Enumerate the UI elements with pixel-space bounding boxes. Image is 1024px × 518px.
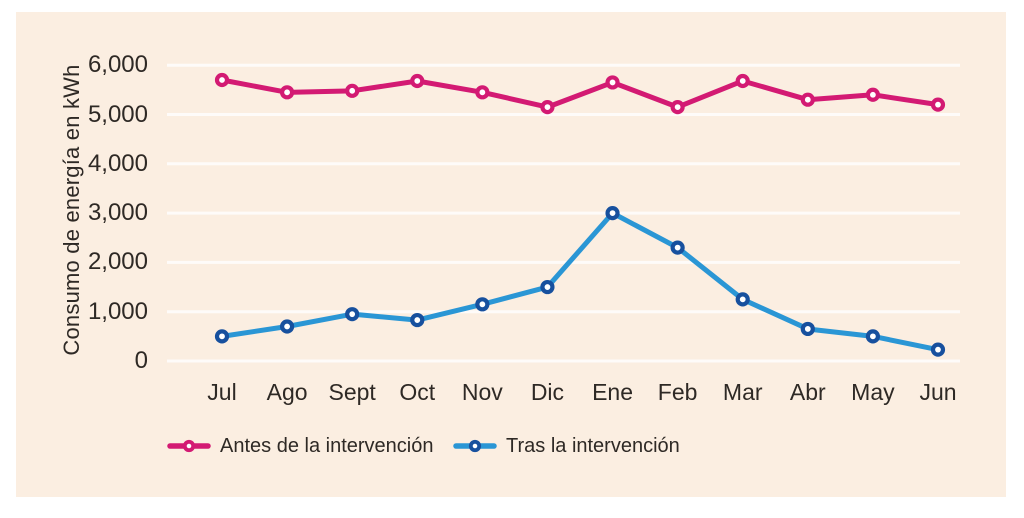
x-tick-label-mar: Mar <box>722 379 763 405</box>
data-point-antes-may <box>865 87 881 102</box>
y-tick-label: 5,000 <box>87 100 148 128</box>
data-point-tras-nov <box>475 297 490 312</box>
x-tick-label-ene: Ene <box>592 379 633 405</box>
antes-line-marker-icon <box>167 439 211 453</box>
data-point-tras-oct <box>410 312 425 328</box>
data-point-tras-ene <box>605 206 620 221</box>
y-tick-label: 3,000 <box>87 199 148 227</box>
x-tick-label-sept: Sept <box>328 379 376 405</box>
x-tick-label-jun: Jun <box>919 379 957 405</box>
x-tick-label-may: May <box>851 379 895 405</box>
data-point-tras-sept <box>345 307 360 322</box>
data-point-tras-ago <box>279 319 295 334</box>
x-tick-label-dic: Dic <box>530 379 565 405</box>
data-point-antes-sept <box>345 83 360 98</box>
data-point-antes-ene <box>605 75 620 90</box>
data-point-antes-jul <box>214 72 230 88</box>
y-tick-label: 0 <box>134 347 148 374</box>
legend-item-tras: Tras la intervención <box>453 432 680 460</box>
legend-marker-dot <box>182 439 196 453</box>
tras-line-marker-icon <box>453 439 497 453</box>
data-point-antes-mar <box>735 73 750 89</box>
legend-label-antes: Antes de la intervención <box>220 434 434 457</box>
series-line-antes <box>219 77 941 110</box>
data-point-antes-oct <box>410 73 425 89</box>
data-point-tras-jun <box>930 342 946 357</box>
line-chart-plot <box>167 63 960 363</box>
x-tick-label-jul: Jul <box>207 379 237 405</box>
y-tick-label: 1,000 <box>87 297 148 325</box>
data-point-antes-feb <box>670 100 685 115</box>
y-tick-label: 6,000 <box>87 51 148 79</box>
legend-item-antes: Antes de la intervención <box>167 432 433 460</box>
x-tick-label-nov: Nov <box>461 379 503 405</box>
data-point-antes-dic <box>540 100 555 115</box>
data-point-tras-mar <box>735 292 750 307</box>
series-line-tras <box>219 210 941 353</box>
x-tick-label-oct: Oct <box>399 379 436 405</box>
x-tick-label-abr: Abr <box>789 379 826 405</box>
x-tick-label-ago: Ago <box>266 379 308 405</box>
data-point-tras-may <box>865 329 881 344</box>
data-point-antes-abr <box>800 92 815 107</box>
data-point-antes-ago <box>279 85 295 100</box>
y-tick-label: 2,000 <box>87 248 148 276</box>
chart-panel: Consumo de energía en kWh 0 1,000 2,000 3,0… <box>16 12 1006 497</box>
y-tick-label: 4,000 <box>87 149 148 177</box>
data-point-tras-dic <box>540 279 555 295</box>
data-point-tras-abr <box>800 321 815 337</box>
data-point-tras-jul <box>214 329 230 344</box>
x-tick-label-feb: Feb <box>657 379 698 405</box>
data-point-antes-nov <box>475 85 490 100</box>
legend-label-tras: Tras la intervención <box>506 434 680 457</box>
data-point-antes-jun <box>930 97 946 112</box>
legend-marker-dot <box>468 439 482 453</box>
data-point-tras-feb <box>670 240 685 255</box>
